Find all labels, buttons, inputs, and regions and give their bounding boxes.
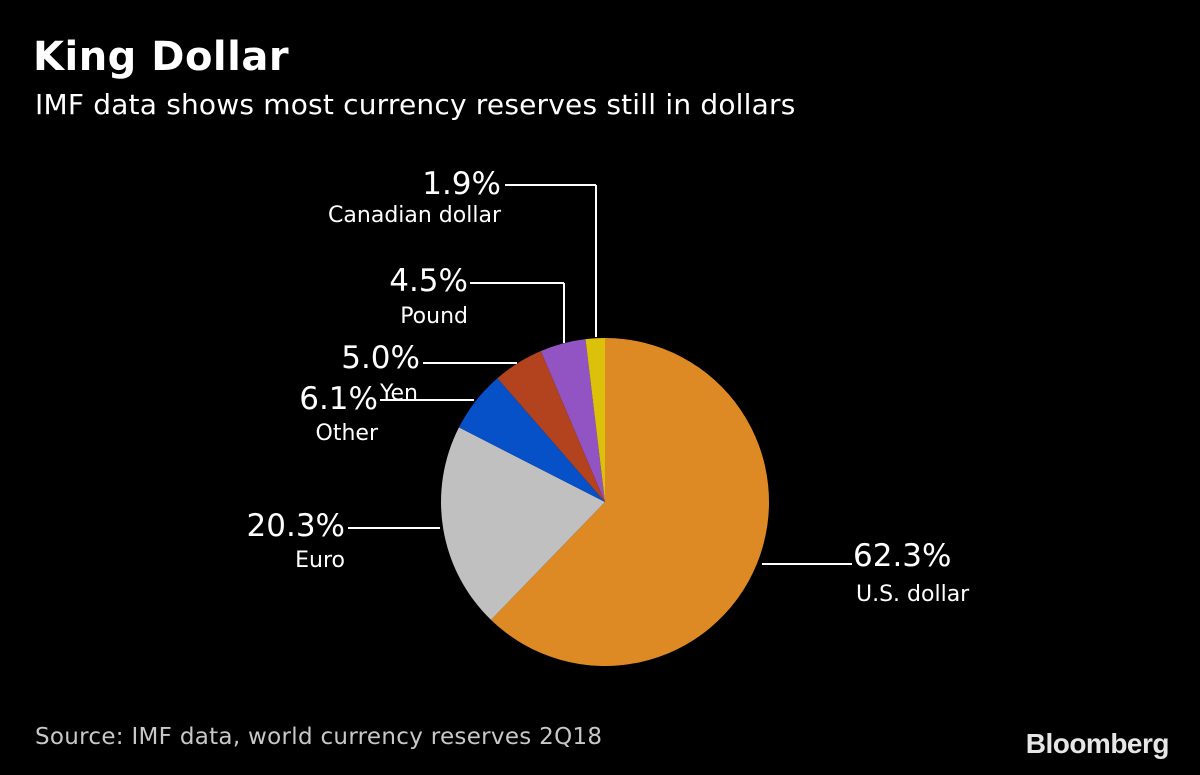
pct-label-pound: 4.5%	[389, 263, 468, 299]
chart-title: King Dollar	[33, 34, 290, 80]
pie-slice-u-s-dollar	[490, 338, 769, 666]
category-label-canadian-dollar: Canadian dollar	[328, 203, 502, 228]
source-note: Source: IMF data, world currency reserve…	[35, 724, 603, 750]
pie-slice-canadian-dollar	[585, 338, 605, 502]
category-label-other: Other	[316, 421, 379, 446]
pct-label-canadian-dollar: 1.9%	[422, 166, 501, 202]
chart-subtitle: IMF data shows most currency reserves st…	[35, 88, 796, 121]
pie-slice-yen	[497, 351, 605, 502]
category-label-u-s-dollar: U.S. dollar	[856, 582, 970, 607]
pie-slice-pound	[540, 339, 605, 502]
pct-label-other: 6.1%	[299, 381, 378, 417]
pct-label-yen: 5.0%	[341, 340, 420, 376]
pie-slice-euro	[441, 427, 605, 620]
pct-label-u-s-dollar: 62.3%	[853, 538, 951, 574]
category-label-euro: Euro	[295, 548, 345, 573]
pie-slice-other	[458, 378, 605, 502]
category-label-yen: Yen	[379, 381, 418, 406]
pct-label-euro: 20.3%	[247, 508, 345, 544]
category-label-pound: Pound	[400, 304, 468, 329]
bloomberg-logo: Bloomberg	[1025, 728, 1170, 759]
